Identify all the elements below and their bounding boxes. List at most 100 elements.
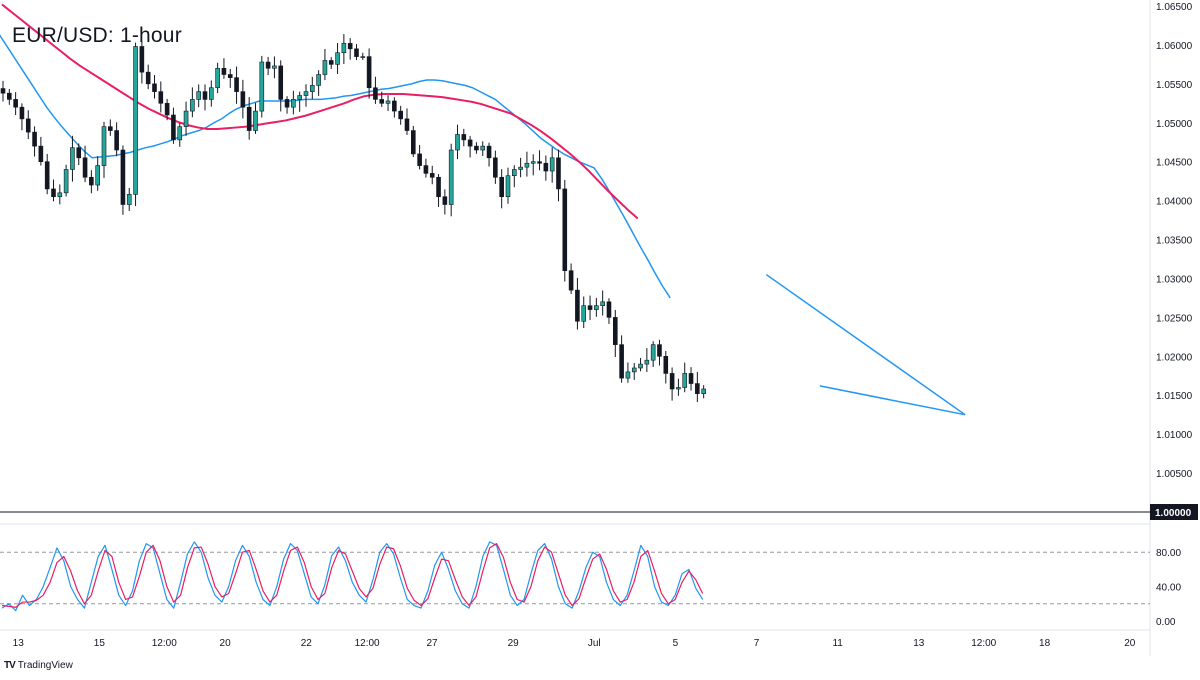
candle-body	[240, 91, 246, 108]
price-tick-label: 1.00500	[1156, 469, 1193, 480]
price-tick-label: 1.04500	[1156, 158, 1193, 169]
time-tick-label: 27	[426, 638, 438, 649]
candle-body	[291, 99, 296, 108]
candle-body	[328, 60, 334, 65]
candle-body	[392, 100, 397, 112]
price-tick-label: 1.03500	[1156, 236, 1193, 247]
candle-body	[51, 188, 56, 198]
candle-body	[549, 157, 555, 172]
candle-body	[600, 301, 605, 307]
price-pane	[0, 3, 1150, 513]
candle-body	[467, 139, 473, 147]
candle-body	[530, 161, 536, 164]
candle-body	[316, 74, 321, 86]
candle-body	[644, 359, 650, 365]
candle-body	[89, 176, 94, 186]
time-tick-label: 11	[832, 638, 843, 649]
time-tick-label: 22	[301, 638, 313, 649]
candle-body	[101, 126, 107, 166]
candle-body	[322, 60, 328, 75]
brand-name: TradingView	[17, 660, 73, 671]
candle-body	[183, 110, 189, 127]
price-tick-label: 1.01500	[1156, 391, 1193, 402]
candle-body	[133, 46, 138, 195]
candle-body	[114, 130, 119, 151]
stochastic-tick-label: 0.00	[1156, 617, 1176, 628]
candle-body	[13, 99, 18, 108]
candle-body	[63, 169, 69, 194]
candle-body	[398, 110, 403, 120]
candle-body	[152, 83, 157, 92]
candle-body	[234, 77, 239, 92]
price-tick-label: 1.05500	[1156, 80, 1193, 91]
candle-body	[108, 126, 113, 131]
candle-body	[455, 134, 460, 151]
candle-body	[95, 165, 100, 186]
candle-body	[259, 61, 265, 112]
time-tick-label: 20	[220, 638, 232, 649]
candle-body	[682, 373, 688, 388]
candle-body	[284, 99, 290, 108]
stochastic-d-line	[1, 542, 704, 608]
candle-body	[177, 126, 183, 141]
candle-body	[619, 344, 624, 379]
candle-body	[265, 61, 271, 69]
time-tick-label: Jul	[588, 638, 601, 649]
candle-body	[493, 157, 498, 178]
candle-body	[278, 65, 284, 100]
candle-body	[695, 383, 700, 394]
candle-body	[366, 56, 372, 89]
candle-body	[341, 43, 347, 54]
time-tick-label: 18	[1039, 638, 1051, 649]
candle-body	[606, 301, 612, 318]
candle-body	[354, 48, 359, 57]
candle-body	[44, 161, 50, 190]
candle-body	[429, 173, 435, 178]
price-tick-label: 1.03000	[1156, 274, 1193, 285]
candle-body	[209, 87, 214, 100]
candle-body	[436, 176, 441, 198]
time-tick-label: 7	[754, 638, 760, 649]
candle-body	[190, 99, 195, 112]
grid-layer	[0, 0, 1151, 656]
candle-body	[139, 46, 145, 73]
candle-body	[499, 176, 504, 198]
candle-body	[310, 85, 315, 92]
candle-body	[448, 149, 454, 205]
time-tick-label: 29	[508, 638, 520, 649]
candle-body	[518, 166, 523, 170]
candle-body	[524, 162, 530, 168]
stochastic-tick-label: 40.00	[1156, 583, 1181, 594]
candle-body	[669, 373, 675, 390]
price-tick-label: 1.05000	[1156, 119, 1193, 130]
candle-body	[347, 43, 353, 50]
candle-body	[0, 88, 6, 94]
price-tick-label: 1.04000	[1156, 197, 1193, 208]
candle-body	[701, 388, 706, 394]
candle-body	[417, 153, 422, 166]
time-tick-label: 20	[1124, 638, 1136, 649]
fast-moving-average-line	[0, 34, 671, 299]
candle-body	[486, 145, 492, 159]
candle-body	[587, 305, 593, 310]
time-tick-label: 13	[13, 638, 25, 649]
stochastic-k-line	[1, 541, 704, 612]
candle-body	[410, 130, 416, 155]
candle-body	[76, 147, 82, 159]
candle-body	[196, 91, 201, 100]
time-tick-label: 12:00	[152, 638, 177, 649]
candle-body	[379, 99, 385, 104]
candle-body	[57, 192, 63, 198]
candle-body	[32, 131, 37, 147]
candle-body	[612, 317, 618, 345]
candle-body	[126, 194, 132, 205]
stochastic-tick-label: 80.00	[1156, 548, 1181, 559]
parity-label-box	[1150, 504, 1198, 520]
candle-body	[19, 106, 25, 120]
time-tick-label: 15	[94, 638, 106, 649]
parity-label: 1.00000	[1155, 508, 1192, 519]
chart-title: EUR/USD: 1-hour	[12, 24, 182, 47]
time-tick-label: 12:00	[355, 638, 380, 649]
